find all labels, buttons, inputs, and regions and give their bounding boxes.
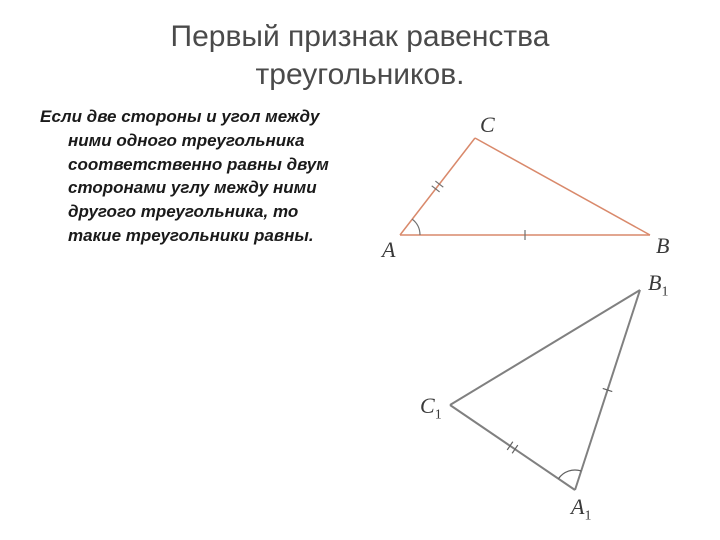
diagram-area: C A B B1 C1 A1 (380, 110, 700, 510)
title-line1: Первый признак равенства (171, 20, 550, 53)
vertex-label-A1: A1 (571, 494, 591, 524)
theorem-text: Если две стороны и угол между ними одног… (40, 105, 330, 248)
vertex-label-A: A (382, 237, 395, 263)
vertex-label-C1: C1 (420, 393, 442, 423)
theorem-first-line: Если две стороны и (40, 107, 217, 126)
page-title: Первый признак равенства треугольников. (0, 0, 720, 93)
title-line2: треугольников. (256, 58, 465, 91)
theorem-rest: угол между ними одного треугольника соот… (68, 107, 329, 245)
vertex-label-B1: B1 (648, 270, 668, 300)
triangles-diagram (380, 110, 700, 520)
vertex-label-B: B (656, 233, 669, 259)
vertex-label-C: C (480, 112, 495, 138)
